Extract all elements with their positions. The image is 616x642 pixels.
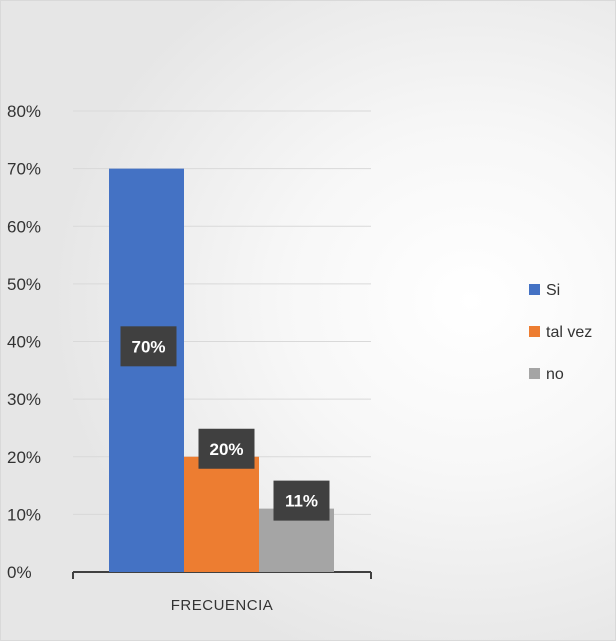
- legend-label: Si: [546, 282, 560, 299]
- y-tick-label: 70%: [7, 160, 41, 179]
- legend-label: tal vez: [546, 324, 592, 341]
- data-label: 11%: [285, 492, 318, 511]
- y-tick-label: 20%: [7, 448, 41, 467]
- y-tick-label: 40%: [7, 333, 41, 352]
- data-label: 20%: [209, 440, 243, 459]
- y-tick-label: 80%: [7, 102, 41, 121]
- x-category-label: FRECUENCIA: [171, 597, 274, 614]
- data-label-box: [198, 428, 255, 469]
- legend-swatch: [529, 284, 540, 295]
- bar-tal-vez: [184, 456, 259, 572]
- legend-swatch: [529, 368, 540, 379]
- y-tick-label: 10%: [7, 505, 41, 524]
- data-label-box: [273, 480, 330, 521]
- bar-Si: [109, 168, 184, 572]
- data-label-box: [120, 326, 177, 367]
- y-tick-label: 60%: [7, 217, 41, 236]
- data-label: 70%: [131, 337, 165, 356]
- y-tick-label: 30%: [7, 390, 41, 409]
- y-tick-label: 50%: [7, 275, 41, 294]
- legend-label: no: [546, 366, 564, 383]
- legend-swatch: [529, 326, 540, 337]
- y-tick-label: 0%: [7, 563, 32, 582]
